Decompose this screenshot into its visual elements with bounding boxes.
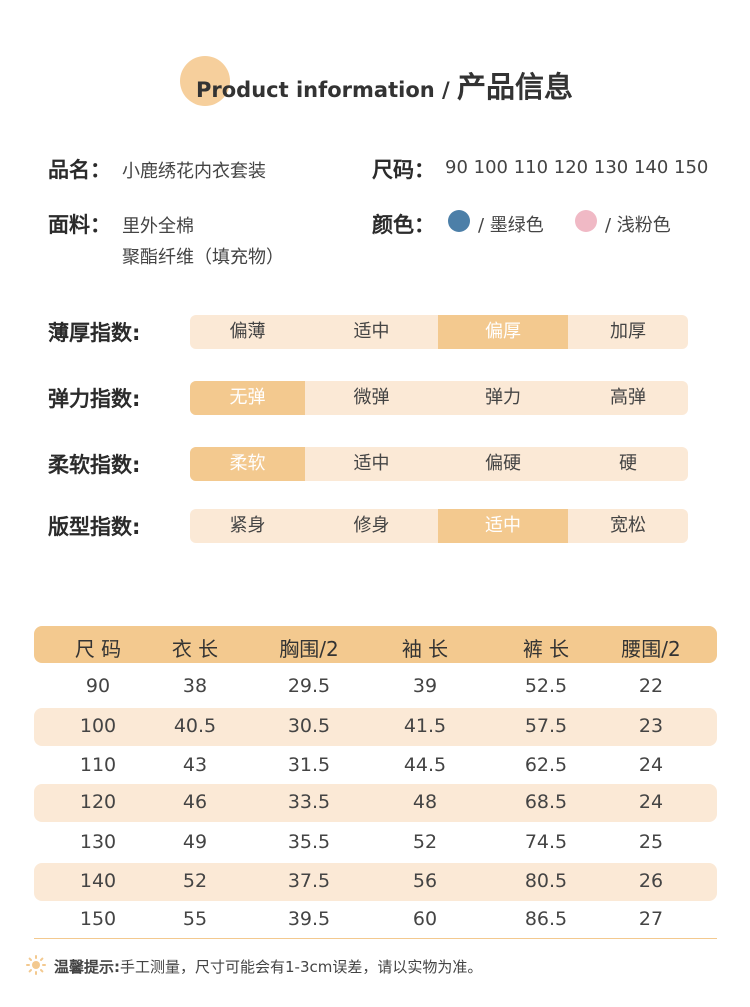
table-cell: 23 [638, 715, 664, 737]
table-header-bg [34, 626, 717, 663]
table-header-cell: 裤 长 [522, 637, 570, 661]
table-cell: 26 [638, 870, 664, 892]
table-row-stripe [34, 708, 717, 746]
table-cell: 39 [412, 675, 438, 697]
table-header-cell: 袖 长 [401, 637, 449, 661]
table-cell: 31.5 [287, 754, 331, 776]
title-cn: 产品信息 [456, 70, 573, 104]
table-cell: 55 [182, 908, 208, 930]
index-label: 柔软指数: [48, 453, 141, 477]
table-cell: 52.5 [524, 675, 568, 697]
index-option: 高弹 [610, 387, 646, 408]
tip-label: 温馨提示: [54, 958, 120, 976]
table-cell: 44.5 [403, 754, 447, 776]
table-cell: 22 [638, 675, 664, 697]
index-option: 柔软 [190, 447, 305, 481]
color-value: / 墨绿色 [478, 215, 544, 236]
table-cell: 68.5 [524, 791, 568, 813]
table-cell: 37.5 [287, 870, 331, 892]
index-option: 适中 [353, 453, 390, 474]
index-option: 弹力 [485, 387, 521, 408]
index-label: 薄厚指数: [48, 321, 141, 345]
table-cell: 27 [638, 908, 664, 930]
table-bottom-line [34, 938, 717, 939]
table-cell: 41.5 [403, 715, 447, 737]
color-label: 颜色： [372, 213, 435, 237]
index-option: 硬 [619, 453, 637, 474]
table-header-cell: 腰围/2 [621, 637, 681, 661]
table-cell: 49 [182, 831, 208, 853]
table-cell: 24 [638, 791, 664, 813]
title-circle [180, 56, 230, 106]
tip: 温馨提示:手工测量，尺寸可能会有1-3cm误差，请以实物为准。 [54, 956, 482, 977]
index-option: 适中 [353, 321, 390, 342]
name-value: 小鹿绣花内衣套装 [122, 161, 266, 182]
index-label: 弹力指数: [48, 387, 141, 411]
table-cell: 43 [182, 754, 208, 776]
index-option: 加厚 [610, 321, 646, 342]
title-en: Product information / [196, 78, 450, 102]
table-cell: 30.5 [287, 715, 331, 737]
index-option: 偏硬 [485, 453, 521, 474]
table-header-cell: 胸围/2 [279, 637, 339, 661]
size-value: 90 100 110 120 130 140 150 [445, 157, 709, 178]
color-value: / 浅粉色 [605, 215, 671, 236]
index-option: 适中 [438, 509, 568, 543]
table-row-stripe [34, 784, 717, 822]
index-option: 微弹 [353, 387, 390, 408]
index-option: 偏厚 [438, 315, 568, 349]
color-swatch [575, 210, 597, 232]
color-swatch [448, 210, 470, 232]
index-bar: 无弹 微弹 弹力 高弹 [190, 381, 688, 415]
table-cell: 33.5 [287, 791, 331, 813]
index-option: 紧身 [229, 515, 266, 536]
table-cell: 130 [79, 831, 117, 853]
index-bar: 紧身 修身 适中 宽松 [190, 509, 688, 543]
table-cell: 39.5 [287, 908, 331, 930]
table-cell: 110 [79, 754, 117, 776]
table-cell: 25 [638, 831, 664, 853]
table-cell: 90 [85, 675, 111, 697]
title: Product information / 产品信息 [196, 64, 573, 106]
table-cell: 62.5 [524, 754, 568, 776]
table-cell: 80.5 [524, 870, 568, 892]
index-option: 修身 [353, 515, 390, 536]
fabric-value: 聚酯纤维（填充物） [122, 247, 284, 268]
index-option: 偏薄 [229, 321, 266, 342]
table-cell: 46 [182, 791, 208, 813]
table-cell: 86.5 [524, 908, 568, 930]
table-header-cell: 尺 码 [74, 637, 122, 661]
table-row-stripe [34, 863, 717, 901]
table-cell: 52 [412, 831, 438, 853]
table-cell: 48 [412, 791, 438, 813]
index-option: 无弹 [190, 381, 305, 415]
table-cell: 150 [79, 908, 117, 930]
table-cell: 100 [79, 715, 117, 737]
table-cell: 57.5 [524, 715, 568, 737]
tip-icon [26, 955, 46, 975]
table-cell: 140 [79, 870, 117, 892]
table-cell: 120 [79, 791, 117, 813]
index-label: 版型指数: [48, 515, 141, 539]
size-label: 尺码： [372, 158, 435, 182]
table-cell: 29.5 [287, 675, 331, 697]
table-cell: 24 [638, 754, 664, 776]
fabric-value: 里外全棉 [122, 216, 194, 237]
tip-text: 手工测量，尺寸可能会有1-3cm误差，请以实物为准。 [120, 958, 483, 976]
table-cell: 60 [412, 908, 438, 930]
table-cell: 35.5 [287, 831, 331, 853]
fabric-label: 面料： [48, 213, 111, 237]
index-bar: 偏薄 适中 偏厚 加厚 [190, 315, 688, 349]
table-cell: 40.5 [173, 715, 217, 737]
table-cell: 52 [182, 870, 208, 892]
table-cell: 74.5 [524, 831, 568, 853]
index-bar: 柔软 适中 偏硬 硬 [190, 447, 688, 481]
table-cell: 38 [182, 675, 208, 697]
table-header-cell: 衣 长 [171, 637, 219, 661]
index-option: 宽松 [610, 515, 646, 536]
table-cell: 56 [412, 870, 438, 892]
name-label: 品名： [48, 158, 111, 182]
